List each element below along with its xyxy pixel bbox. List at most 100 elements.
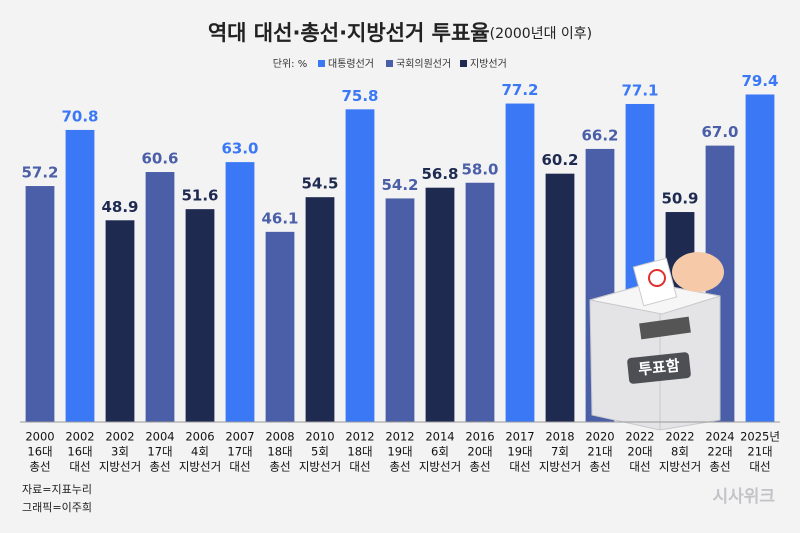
x-tick-label: 2012 — [345, 430, 374, 444]
value-label: 77.2 — [501, 81, 538, 99]
x-tick-label: 대선 — [69, 460, 90, 474]
x-tick-label: 2008 — [265, 430, 294, 444]
x-tick-label: 2022 — [665, 430, 694, 444]
x-tick-label: 2024 — [705, 430, 734, 444]
chart-title: 역대 대선·총선·지방선거 투표율(2000년대 이후) — [208, 21, 592, 45]
x-tick-label: 8회 — [671, 445, 689, 459]
x-tick-label: 지방선거 — [659, 460, 701, 474]
x-tick-label: 22대 — [707, 445, 732, 459]
x-tick-label: 2004 — [145, 430, 174, 444]
ballot-paper — [632, 257, 678, 307]
x-tick-label: 21대 — [587, 445, 612, 459]
x-tick-label: 2010 — [305, 430, 334, 444]
bar — [545, 173, 575, 422]
x-tick-label: 19대 — [507, 445, 532, 459]
bar — [505, 103, 535, 423]
x-tick-label: 2007 — [225, 430, 254, 444]
x-tick-label: 지방선거 — [419, 460, 461, 474]
value-label: 60.2 — [541, 151, 578, 169]
x-tick-label: 2025년 — [740, 430, 780, 444]
title: 역대 대선·총선·지방선거 투표율 — [208, 21, 490, 45]
x-tick-label: 2012 — [385, 430, 414, 444]
bar — [225, 162, 255, 422]
legend-swatch — [460, 60, 467, 67]
value-label: 48.9 — [101, 198, 138, 216]
x-tick-label: 7회 — [551, 445, 569, 459]
x-tick-label: 3회 — [111, 445, 129, 459]
x-tick-label: 총선 — [29, 460, 50, 474]
x-tick-label: 5회 — [311, 445, 329, 459]
value-label: 54.2 — [381, 176, 418, 194]
x-tick-label: 대선 — [349, 460, 370, 474]
ballot-box: 투표함 — [589, 252, 724, 431]
value-label: 50.9 — [661, 190, 698, 208]
value-label: 57.2 — [21, 164, 58, 182]
legend: 단위: % 대통령선거 국회의원선거 지방선거 — [273, 57, 507, 70]
value-label: 60.6 — [141, 150, 178, 168]
value-label: 77.1 — [621, 81, 658, 99]
bars: 70.8 63.0 75.8 77.2 77.1 79.4 57.2 60.6 46.1 54.2… — [21, 72, 779, 423]
bar — [385, 198, 415, 422]
x-tick-label: 대선 — [749, 460, 770, 474]
bar — [425, 187, 455, 422]
x-tick-label: 대선 — [509, 460, 530, 474]
bar — [745, 94, 775, 422]
x-tick-label: 2017 — [505, 430, 534, 444]
value-label: 70.8 — [61, 107, 98, 125]
value-label: 79.4 — [741, 72, 778, 90]
value-label: 54.5 — [301, 175, 338, 193]
x-tick-label: 대선 — [229, 460, 250, 474]
x-tick-label: 4회 — [191, 445, 209, 459]
x-tick-label: 총선 — [269, 460, 290, 474]
bar — [465, 182, 495, 422]
hand — [672, 252, 724, 292]
x-tick-label: 16대 — [27, 445, 52, 459]
x-tick-label: 16대 — [67, 445, 92, 459]
source: 자료=지표누리 — [22, 483, 92, 496]
legend-label: 국회의원선거 — [396, 58, 451, 70]
box-tape — [639, 316, 691, 340]
value-label: 58.0 — [461, 160, 498, 178]
value-label: 56.8 — [421, 165, 458, 183]
x-tick-label: 2002 — [105, 430, 134, 444]
legend-swatch — [318, 60, 325, 67]
x-tick-label: 2020 — [585, 430, 614, 444]
ballot-stamp — [648, 269, 666, 287]
x-tick-label: 18대 — [267, 445, 292, 459]
x-tick-label: 18대 — [347, 445, 372, 459]
x-tick-label: 지방선거 — [539, 460, 581, 474]
bar — [145, 172, 175, 422]
bar — [345, 109, 375, 422]
x-tick-label: 2000 — [25, 430, 54, 444]
x-tick-label: 총선 — [589, 460, 610, 474]
x-tick-label: 6회 — [431, 445, 449, 459]
watermark: 시사위크 — [712, 487, 775, 507]
bar — [65, 129, 95, 422]
x-tick-label: 2014 — [425, 430, 454, 444]
box-label: 투표함 — [637, 356, 680, 378]
x-tick-label: 총선 — [149, 460, 170, 474]
x-tick-label: 지방선거 — [179, 460, 221, 474]
bar — [265, 231, 295, 422]
x-tick-label: 2022 — [625, 430, 654, 444]
subtitle: (2000년대 이후) — [490, 26, 593, 42]
box-plate — [627, 352, 691, 384]
x-tick-label: 17대 — [227, 445, 252, 459]
bar — [185, 209, 215, 422]
credit: 그래픽=이주희 — [22, 501, 92, 514]
x-tick-label: 총선 — [469, 460, 490, 474]
x-tick-label: 2006 — [185, 430, 214, 444]
value-label: 46.1 — [261, 209, 298, 227]
x-tick-label: 20대 — [467, 445, 492, 459]
bar — [305, 197, 335, 422]
value-label: 67.0 — [701, 123, 738, 141]
x-tick-label: 지방선거 — [99, 460, 141, 474]
bar — [25, 186, 55, 422]
x-tick-label: 2016 — [465, 430, 494, 444]
x-tick-label: 총선 — [389, 460, 410, 474]
x-tick-label: 대선 — [629, 460, 650, 474]
value-label: 63.0 — [221, 140, 258, 158]
x-tick-label: 2002 — [65, 430, 94, 444]
unit-label: 단위: % — [273, 57, 307, 70]
x-tick-label: 17대 — [147, 445, 172, 459]
